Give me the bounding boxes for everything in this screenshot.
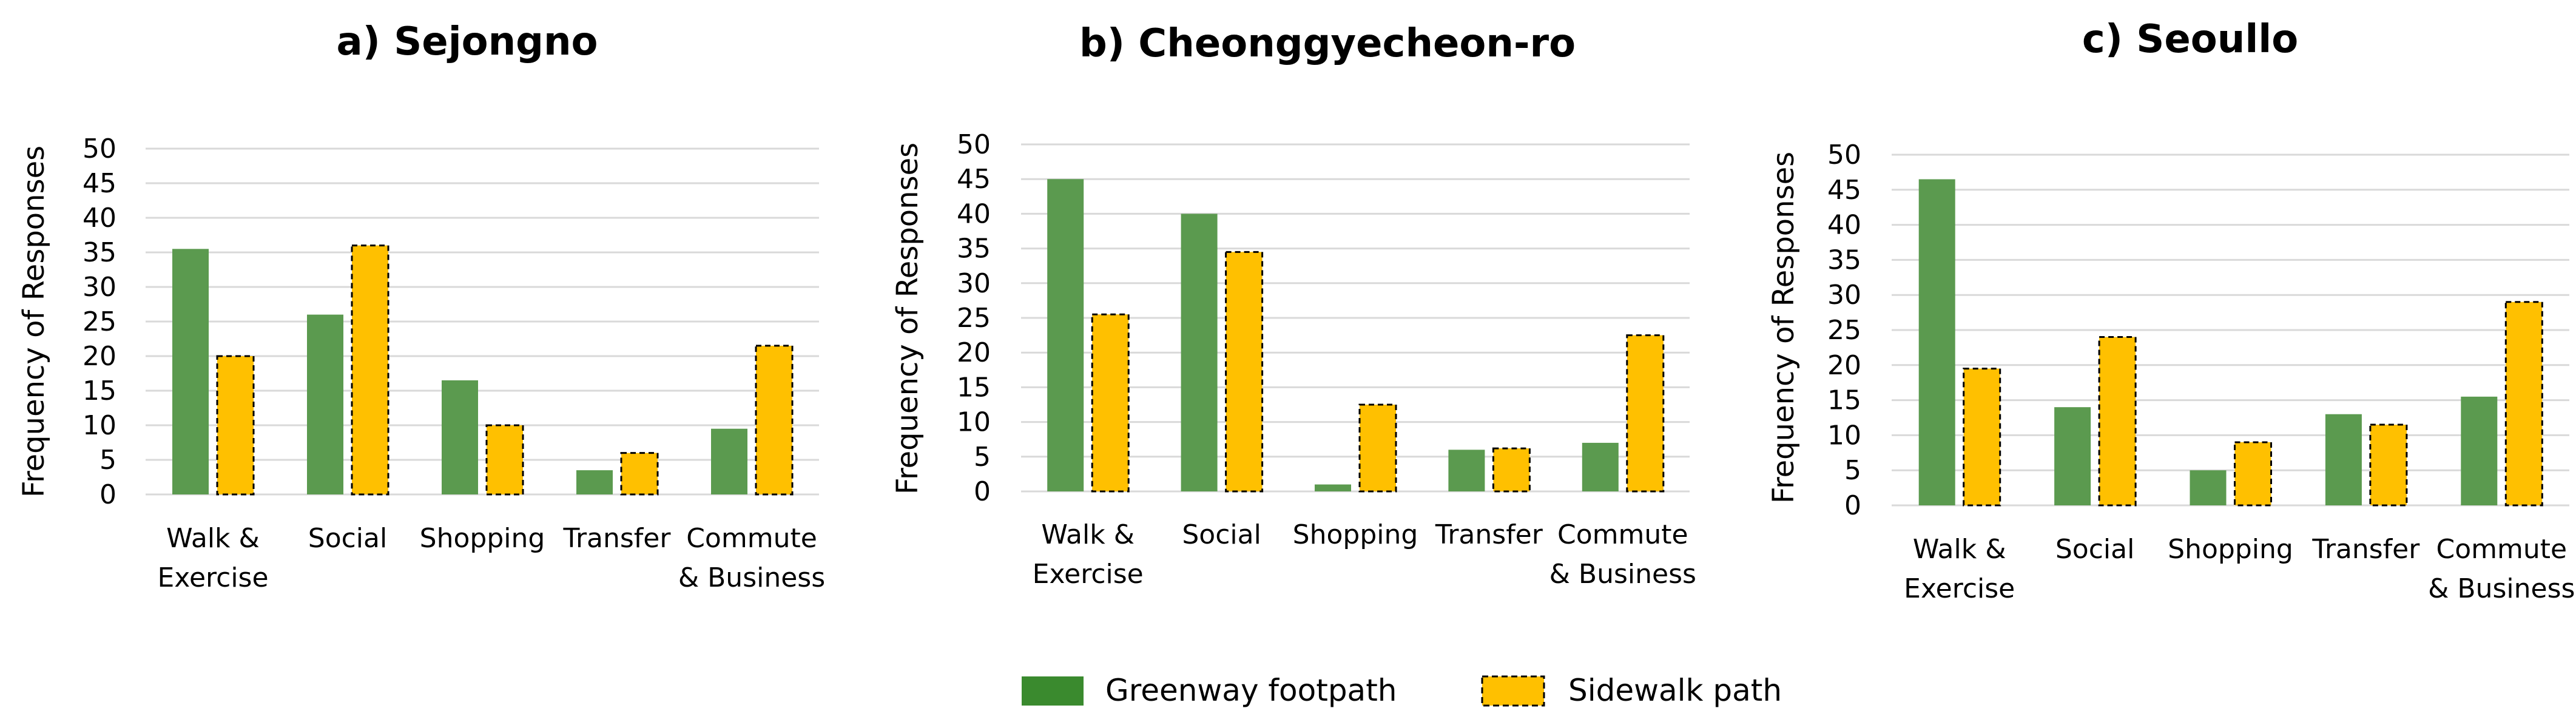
y-tick-label: 25: [957, 303, 991, 334]
y-tick-label: 35: [1827, 244, 1861, 275]
chart-title: c) Seoullo: [2082, 17, 2298, 62]
bar-greenway: [711, 428, 747, 494]
category-label: Exercise: [1904, 573, 2015, 604]
y-tick-label: 30: [957, 268, 991, 299]
category-label: Transfer: [1435, 519, 1543, 550]
category-label: Transfer: [563, 523, 672, 554]
bar-sidewalk: [2234, 441, 2272, 507]
y-tick-label: 50: [83, 133, 116, 164]
category-label: Shopping: [1293, 519, 1418, 550]
y-axis-label: Frequency of Responses: [891, 143, 925, 494]
y-tick-label: 50: [1827, 140, 1861, 170]
bar-sidewalk: [2369, 423, 2408, 507]
y-tick-label: 0: [99, 479, 116, 510]
category-label: Walk &: [1041, 519, 1135, 550]
bar-greenway: [442, 380, 478, 494]
y-axis-label: Frequency of Responses: [1767, 152, 1801, 504]
y-tick-label: 30: [83, 272, 116, 303]
legend-label-greenway: Greenway footpath: [1105, 673, 1397, 708]
bar-greenway: [1181, 214, 1218, 491]
category-label: Walk &: [166, 523, 260, 554]
y-tick-label: 40: [83, 203, 116, 234]
bar-sidewalk: [351, 244, 389, 496]
category-label: Social: [308, 523, 387, 554]
bar-sidewalk: [1225, 251, 1264, 493]
category-label: Shopping: [420, 523, 545, 554]
y-tick-label: 5: [99, 445, 116, 476]
bar-sidewalk: [1358, 403, 1397, 493]
y-tick-label: 5: [1844, 455, 1861, 486]
bar-greenway: [576, 470, 613, 494]
y-tick-label: 40: [957, 198, 991, 229]
y-tick-label: 35: [957, 234, 991, 265]
y-tick-label: 15: [83, 376, 116, 406]
y-tick-label: 0: [974, 476, 991, 507]
category-label: Social: [1182, 519, 1261, 550]
bar-greenway: [2054, 407, 2091, 505]
y-tick-label: 10: [957, 407, 991, 438]
bar-greenway: [1918, 179, 1955, 506]
category-label: Commute: [2436, 534, 2568, 565]
bar-greenway: [2461, 396, 2498, 505]
bar-sidewalk: [755, 345, 794, 496]
bar-sidewalk: [1963, 368, 2001, 507]
bar-greenway: [1315, 484, 1351, 491]
category-label: & Business: [1549, 559, 1696, 590]
y-tick-label: 40: [1827, 210, 1861, 241]
bar-sidewalk: [1626, 334, 1665, 493]
bar-greenway: [1047, 179, 1084, 491]
category-label: Transfer: [2311, 534, 2420, 565]
bar-sidewalk: [620, 452, 659, 496]
bar-sidewalk: [1492, 447, 1531, 493]
category-label: Exercise: [1033, 559, 1144, 590]
bar-sidewalk: [2504, 301, 2543, 507]
y-tick-label: 15: [957, 372, 991, 403]
chart-panel-1: a) Sejongno Frequency of Responses 05 10 15 2…: [17, 19, 825, 593]
chart-title: a) Sejongno: [336, 19, 598, 64]
y-tick-label: 15: [1827, 385, 1861, 416]
category-label: Walk &: [1913, 534, 2006, 565]
y-tick-label: 35: [83, 237, 116, 268]
bar-greenway: [1582, 442, 1619, 491]
category-label: & Business: [2428, 573, 2575, 604]
bar-greenway: [1448, 450, 1485, 491]
category-label: Social: [2055, 534, 2134, 565]
y-axis-label: Frequency of Responses: [17, 146, 51, 497]
category-label: Commute: [686, 523, 817, 554]
legend-label-sidewalk: Sidewalk path: [1568, 673, 1782, 708]
category-label: Commute: [1557, 519, 1688, 550]
y-tick-label: 25: [83, 306, 116, 337]
y-tick-label: 50: [957, 129, 991, 160]
bar-greenway: [307, 314, 343, 494]
bar-sidewalk: [1091, 313, 1130, 493]
bar-sidewalk: [2098, 336, 2137, 507]
y-tick-label: 20: [1827, 350, 1861, 381]
chart-title: b) Cheonggyecheon-ro: [1079, 21, 1576, 66]
y-tick-label: 10: [83, 410, 116, 441]
y-tick-label: 45: [83, 168, 116, 199]
chart-panel-3: c) Seoullo Frequency of Responses 0 5 10 15 20…: [1767, 17, 2575, 604]
y-tick-label: 30: [1827, 280, 1861, 311]
y-tick-label: 45: [1827, 175, 1861, 206]
category-label: Exercise: [157, 562, 268, 593]
y-tick-label: 20: [957, 337, 991, 368]
chart-panel-2: b) Cheonggyecheon-ro Frequency of Respons…: [891, 21, 1696, 590]
bar-greenway: [172, 249, 209, 494]
y-tick-label: 20: [83, 341, 116, 372]
y-tick-label: 45: [957, 164, 991, 195]
category-label: Shopping: [2168, 534, 2293, 565]
y-tick-label: 25: [1827, 315, 1861, 346]
category-label: & Business: [678, 562, 825, 593]
legend-swatch-greenway: [1022, 676, 1084, 706]
bar-greenway: [2190, 470, 2227, 505]
legend-swatch-sidewalk: [1481, 675, 1545, 707]
y-tick-label: 10: [1827, 420, 1861, 451]
bar-sidewalk: [485, 424, 524, 496]
y-tick-label: 0: [1844, 490, 1861, 521]
y-tick-label: 5: [974, 442, 991, 473]
bar-greenway: [2325, 414, 2362, 505]
bar-sidewalk: [216, 355, 255, 496]
legend: Greenway footpath Sidewalk path: [1022, 673, 1782, 708]
